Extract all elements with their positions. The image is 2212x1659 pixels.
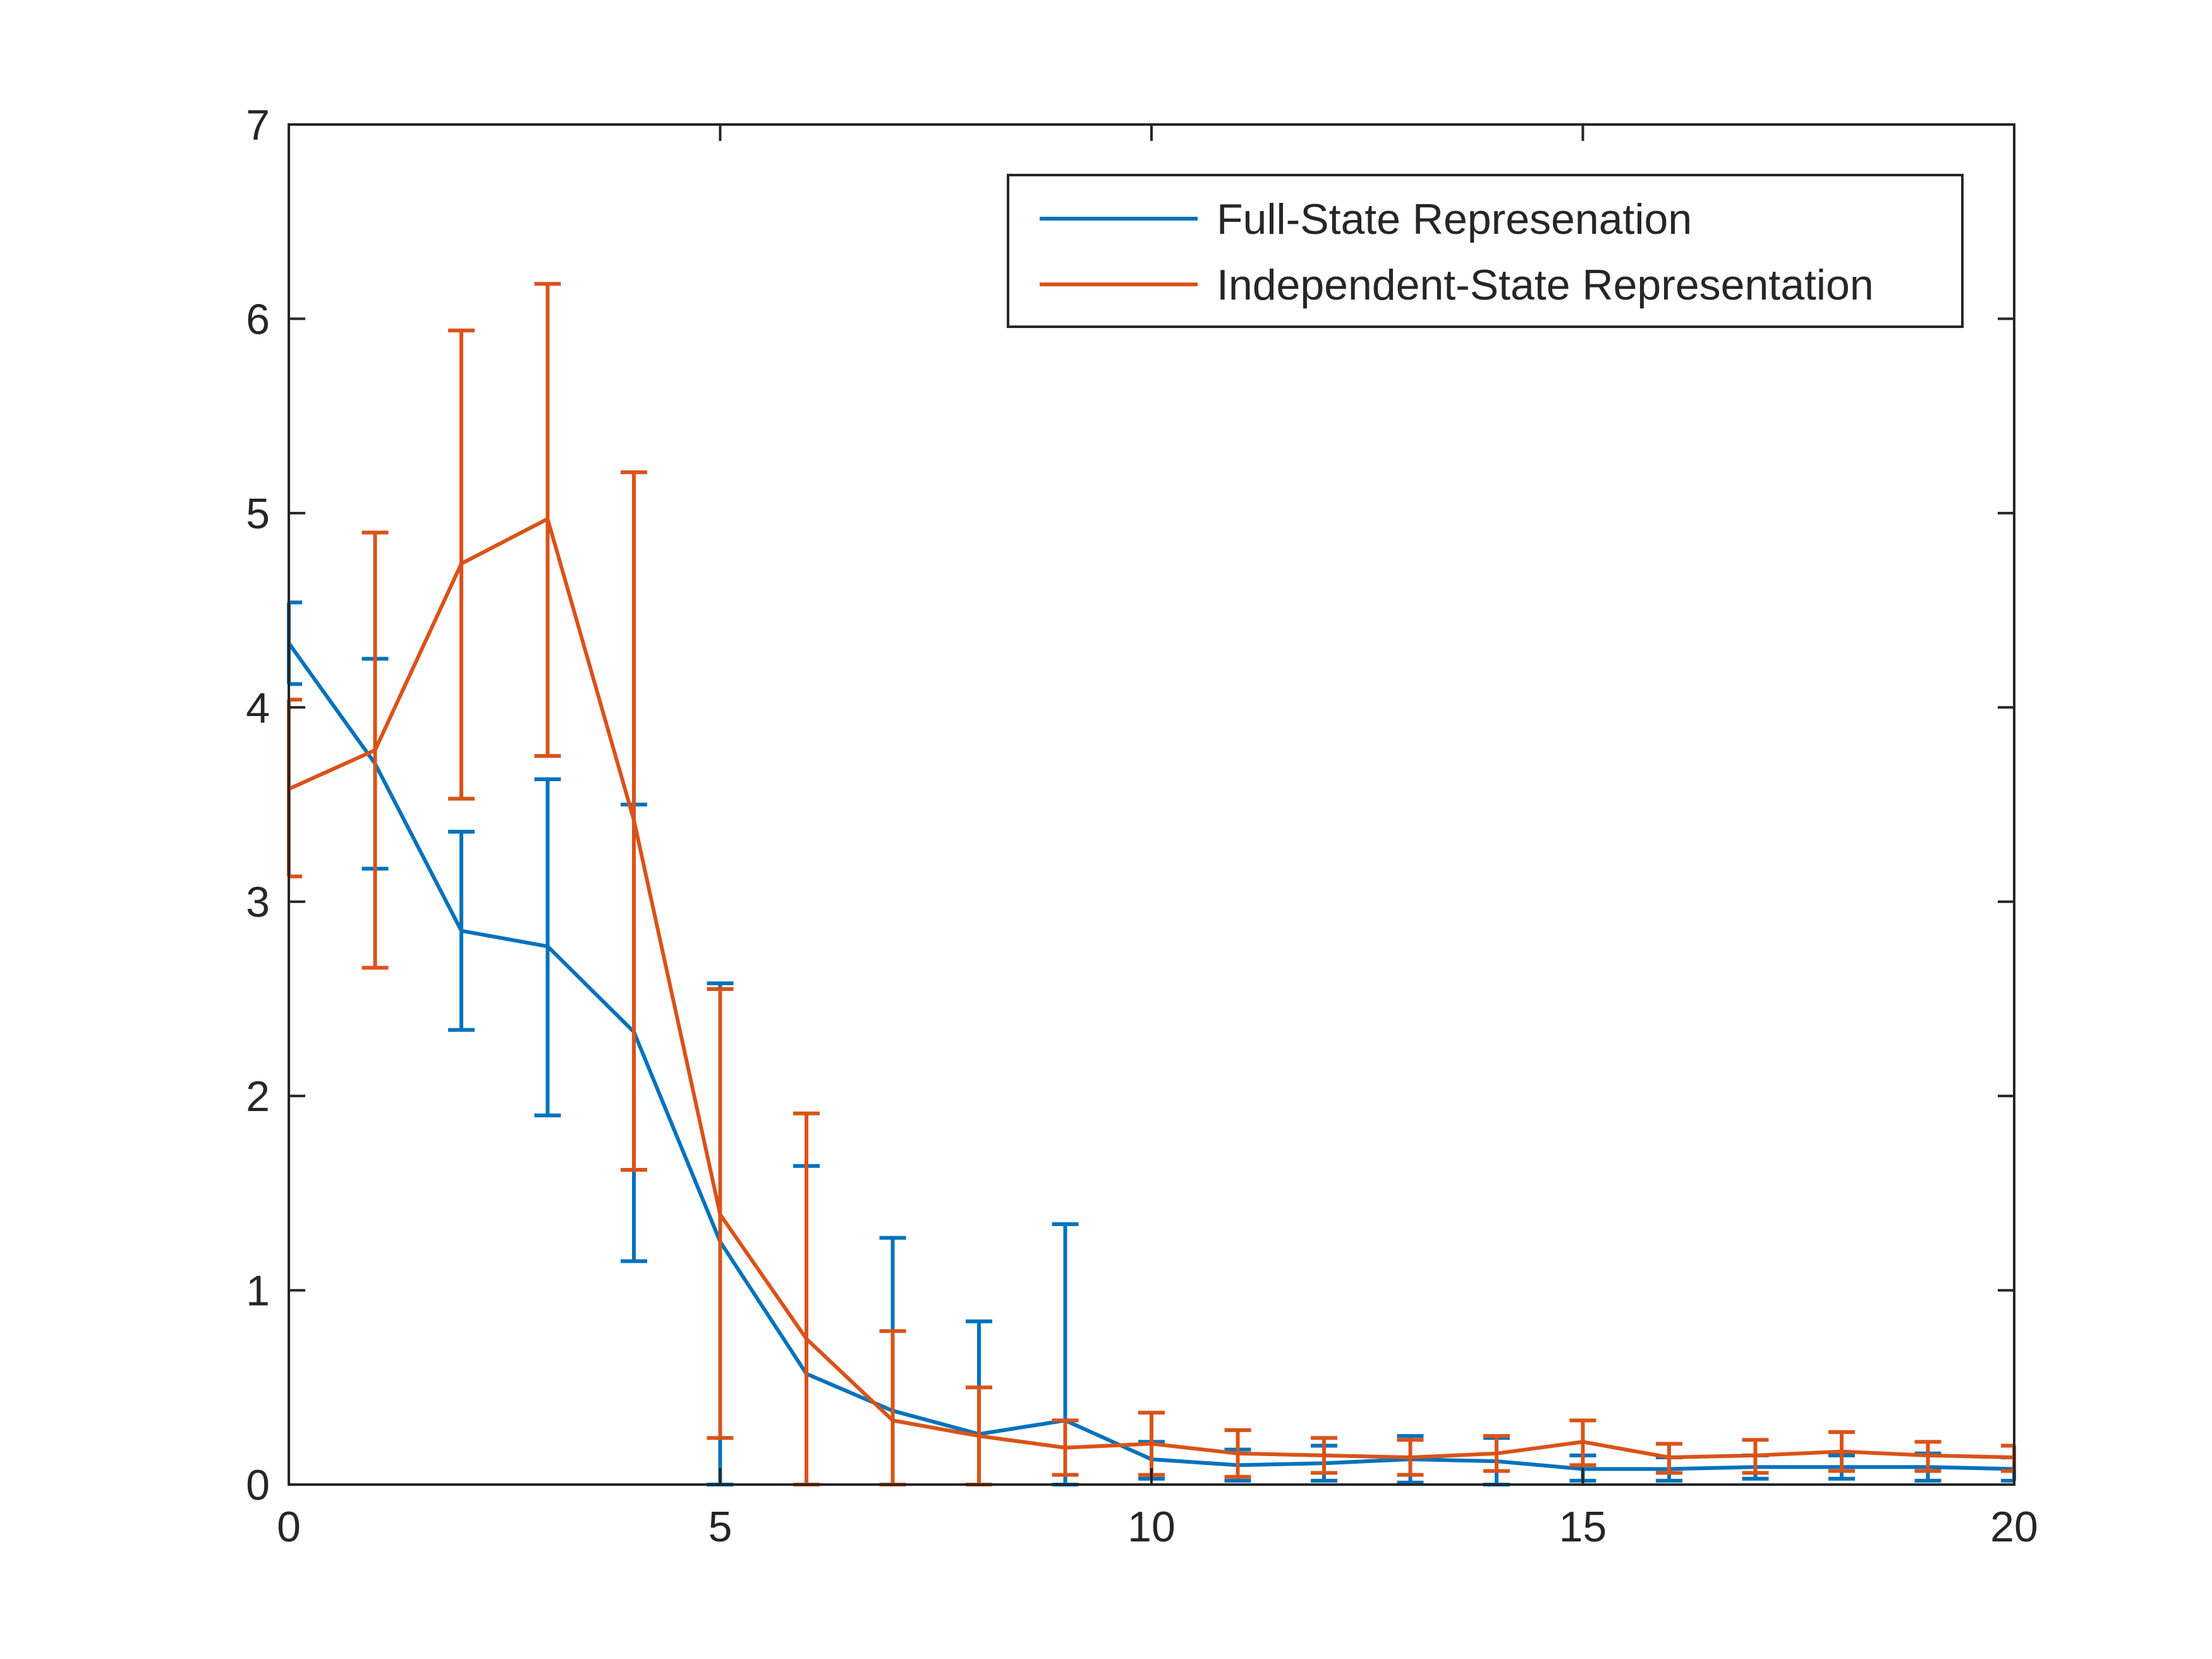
legend: Full-State Represenation Independent-Sta… — [1007, 174, 1964, 328]
x-tick-label: 15 — [1559, 1503, 1607, 1551]
ticks-layer: 0 5 10 15 20 0 1 2 3 4 5 6 7 — [246, 101, 2038, 1551]
y-tick-label: 5 — [246, 490, 270, 538]
series-1 — [287, 282, 2016, 1486]
x-tick-label: 20 — [1990, 1503, 2038, 1551]
legend-label-full-state: Full-State Represenation — [1217, 195, 1692, 243]
legend-box — [1007, 174, 1964, 328]
series-line — [288, 517, 2015, 1459]
y-tick-label: 3 — [246, 878, 270, 927]
y-tick-label: 6 — [246, 295, 270, 343]
x-tick-label: 5 — [708, 1503, 732, 1551]
legend-label-independent-state: Independent-State Representation — [1217, 261, 1874, 309]
y-tick-label: 2 — [246, 1073, 270, 1121]
y-tick-label: 7 — [246, 101, 270, 149]
y-tick-label: 0 — [246, 1461, 270, 1509]
x-tick-label: 0 — [277, 1503, 301, 1551]
y-tick-label: 4 — [246, 684, 270, 732]
y-tick-label: 1 — [246, 1267, 270, 1315]
x-tick-label: 10 — [1127, 1503, 1176, 1551]
series-layer — [287, 282, 2016, 1486]
